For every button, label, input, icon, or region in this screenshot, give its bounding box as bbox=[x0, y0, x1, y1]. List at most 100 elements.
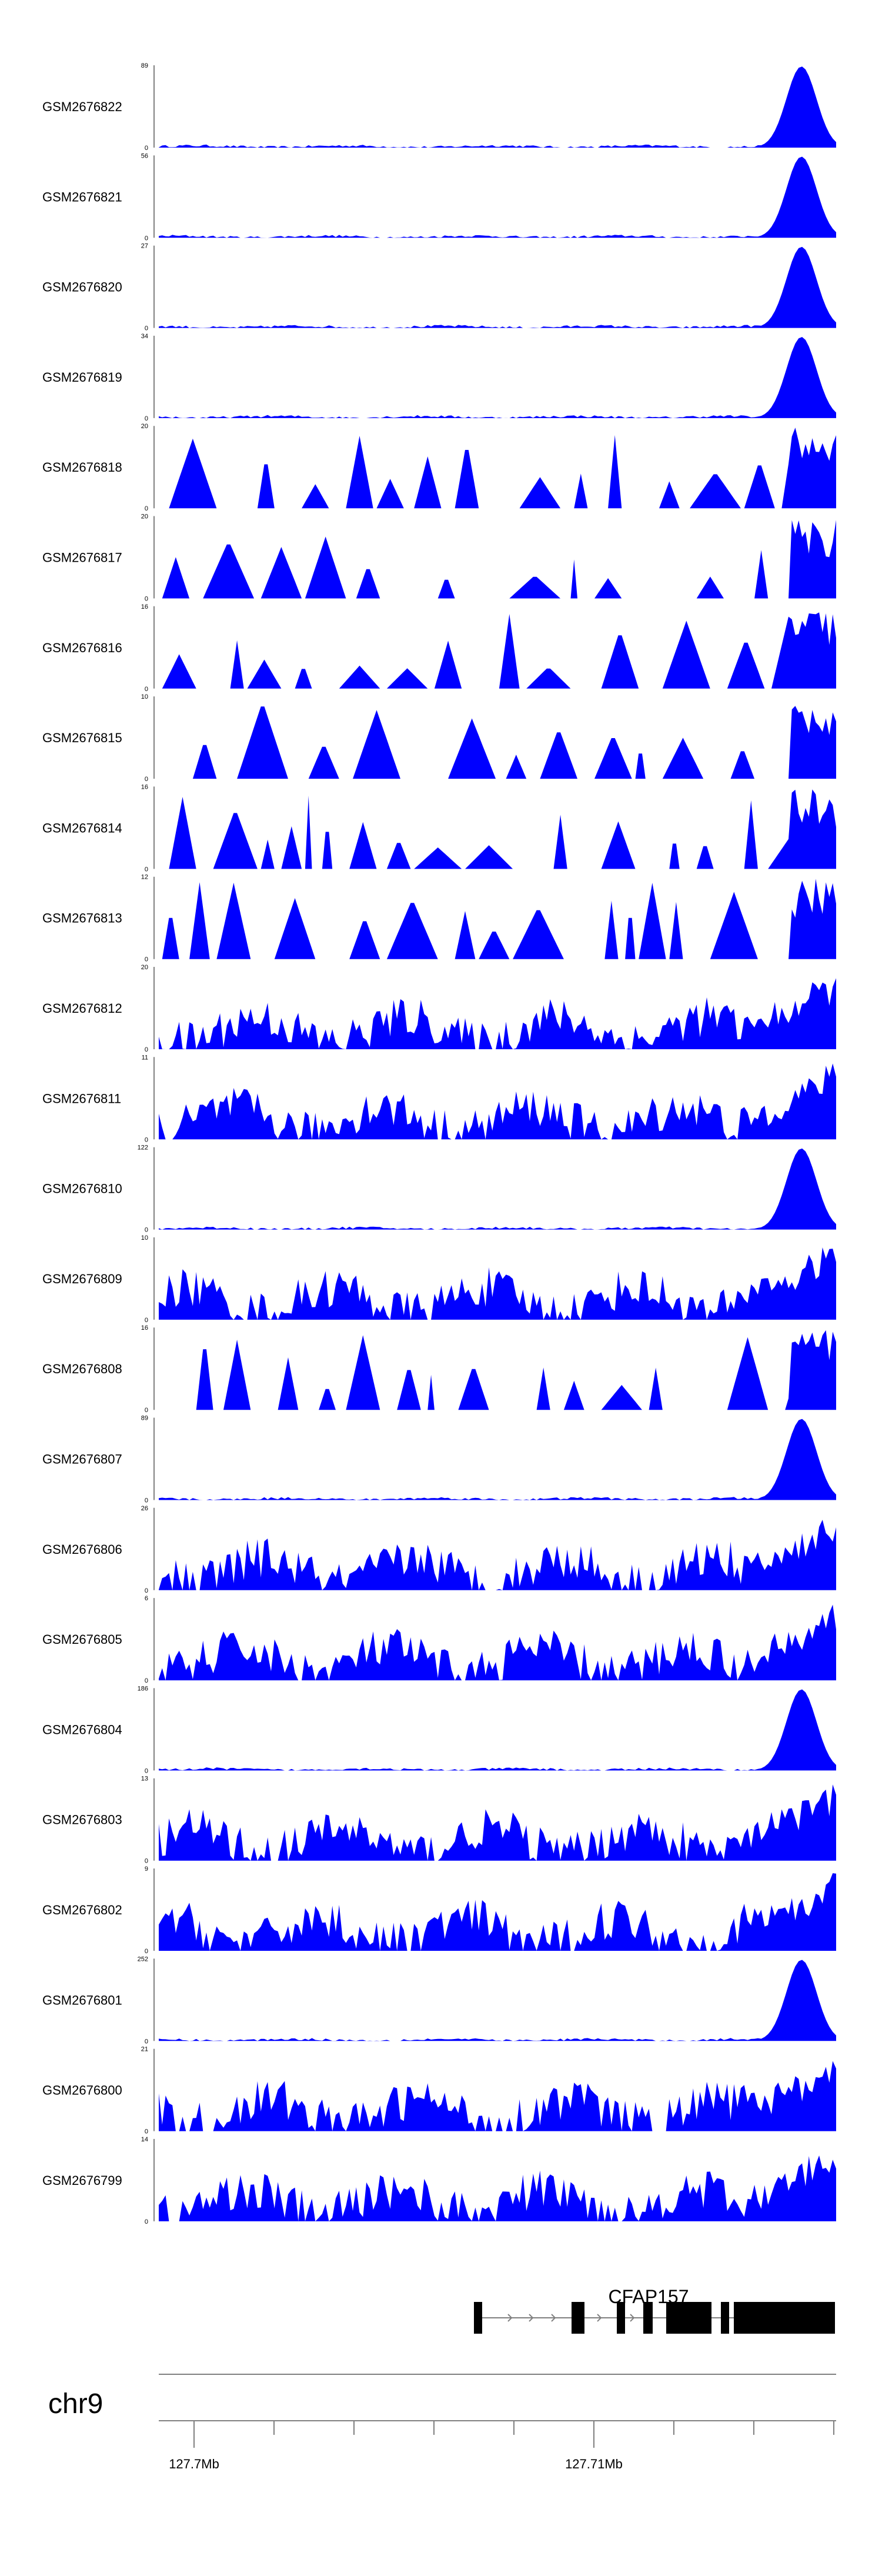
track-GSM2676822: GSM2676822 89 0 bbox=[42, 62, 836, 152]
track-name-GSM2676803: GSM2676803 bbox=[42, 1813, 122, 1827]
track-GSM2676803: GSM2676803 13 0 bbox=[42, 1776, 836, 1865]
track-ymin: 0 bbox=[145, 2218, 148, 2225]
track-ymin: 0 bbox=[145, 1317, 148, 1324]
track-name-GSM2676800: GSM2676800 bbox=[42, 2083, 122, 2098]
track-signal-GSM2676800 bbox=[159, 2061, 836, 2131]
exon-5 bbox=[700, 2302, 711, 2334]
track-ymax: 56 bbox=[141, 152, 148, 159]
track-name-GSM2676818: GSM2676818 bbox=[42, 460, 122, 475]
track-signal-GSM2676816 bbox=[159, 612, 836, 689]
track-ymax: 13 bbox=[141, 1776, 148, 1783]
track-name-GSM2676810: GSM2676810 bbox=[42, 1182, 122, 1196]
track-signal-GSM2676809 bbox=[159, 1247, 836, 1320]
track-GSM2676800: GSM2676800 21 0 bbox=[42, 2046, 836, 2135]
track-signal-GSM2676811 bbox=[159, 1063, 836, 1140]
track-ymax: 10 bbox=[141, 693, 148, 700]
track-name-GSM2676809: GSM2676809 bbox=[42, 1272, 122, 1286]
track-GSM2676805: GSM2676805 6 0 bbox=[42, 1595, 836, 1684]
track-GSM2676811: GSM2676811 11 0 bbox=[42, 1054, 836, 1143]
track-signal-GSM2676807 bbox=[159, 1419, 836, 1500]
track-GSM2676820: GSM2676820 27 0 bbox=[42, 243, 836, 332]
track-ymax: 186 bbox=[138, 1685, 148, 1692]
exon-utr bbox=[734, 2308, 835, 2328]
track-ymin: 0 bbox=[145, 776, 148, 783]
track-name-GSM2676801: GSM2676801 bbox=[42, 1993, 122, 2007]
track-signal-GSM2676802 bbox=[159, 1873, 836, 1951]
track-ymin: 0 bbox=[145, 686, 148, 693]
exon-3 bbox=[643, 2302, 653, 2334]
track-GSM2676818: GSM2676818 20 0 bbox=[42, 423, 836, 512]
track-name-GSM2676805: GSM2676805 bbox=[42, 1632, 122, 1647]
track-name-GSM2676814: GSM2676814 bbox=[42, 820, 122, 835]
track-signal-GSM2676815 bbox=[159, 706, 836, 779]
genome-axis: chr9 127.7Mb 127.71Mb bbox=[48, 2374, 836, 2471]
track-ymin: 0 bbox=[145, 1497, 148, 1504]
track-signal-GSM2676801 bbox=[159, 1960, 836, 2041]
track-name-GSM2676802: GSM2676802 bbox=[42, 1903, 122, 1917]
track-name-GSM2676820: GSM2676820 bbox=[42, 280, 122, 295]
track-ymax: 34 bbox=[141, 333, 148, 340]
track-signal-GSM2676820 bbox=[159, 246, 836, 328]
track-name-GSM2676804: GSM2676804 bbox=[42, 1722, 122, 1737]
track-ymax: 12 bbox=[141, 874, 148, 881]
track-GSM2676817: GSM2676817 20 0 bbox=[42, 513, 836, 603]
track-name-GSM2676806: GSM2676806 bbox=[42, 1542, 122, 1557]
track-ymin: 0 bbox=[145, 1407, 148, 1414]
track-ymax: 27 bbox=[141, 243, 148, 250]
strand-arrow-4 bbox=[630, 2314, 635, 2322]
strand-arrow-0 bbox=[507, 2314, 513, 2322]
track-name-GSM2676807: GSM2676807 bbox=[42, 1452, 122, 1467]
track-ymax: 252 bbox=[138, 1956, 148, 1963]
track-ymin: 0 bbox=[145, 1046, 148, 1053]
track-signal-GSM2676799 bbox=[159, 2155, 836, 2221]
track-ymin: 0 bbox=[145, 235, 148, 242]
track-signal-GSM2676805 bbox=[159, 1604, 836, 1681]
track-GSM2676799: GSM2676799 14 0 bbox=[42, 2136, 836, 2225]
strand-arrow-3 bbox=[597, 2314, 602, 2322]
track-GSM2676816: GSM2676816 16 0 bbox=[42, 603, 836, 693]
track-ymin: 0 bbox=[145, 1948, 148, 1955]
track-ymin: 0 bbox=[145, 866, 148, 873]
track-GSM2676821: GSM2676821 56 0 bbox=[42, 152, 836, 242]
track-signal-GSM2676821 bbox=[159, 156, 836, 238]
axis-ticks bbox=[193, 2421, 834, 2448]
track-signal-GSM2676818 bbox=[159, 428, 836, 509]
tick-label-127.71mb: 127.71Mb bbox=[565, 2457, 623, 2471]
track-GSM2676813: GSM2676813 12 0 bbox=[42, 874, 836, 963]
track-signal-GSM2676808 bbox=[159, 1330, 836, 1410]
gene-track: CFAP157 bbox=[474, 2286, 835, 2334]
track-GSM2676810: GSM2676810 122 0 bbox=[42, 1144, 836, 1234]
track-signal-GSM2676803 bbox=[159, 1784, 836, 1861]
track-signal-GSM2676819 bbox=[159, 337, 836, 418]
track-ymin: 0 bbox=[145, 1767, 148, 1774]
track-name-GSM2676815: GSM2676815 bbox=[42, 730, 122, 745]
track-name-GSM2676821: GSM2676821 bbox=[42, 189, 122, 204]
exon-2 bbox=[617, 2302, 625, 2334]
track-ymin: 0 bbox=[145, 956, 148, 963]
track-ymax: 16 bbox=[141, 1324, 148, 1332]
gene-model bbox=[474, 2302, 835, 2334]
track-ymax: 11 bbox=[142, 1054, 148, 1061]
track-GSM2676815: GSM2676815 10 0 bbox=[42, 693, 836, 783]
track-ymax: 122 bbox=[138, 1144, 148, 1152]
track-ymin: 0 bbox=[145, 145, 148, 152]
track-ymin: 0 bbox=[145, 1136, 148, 1143]
track-ymin: 0 bbox=[145, 1858, 148, 1865]
track-ymin: 0 bbox=[145, 596, 148, 603]
track-ymax: 20 bbox=[141, 423, 148, 430]
chromosome-label: chr9 bbox=[48, 2388, 103, 2420]
track-GSM2676801: GSM2676801 252 0 bbox=[42, 1956, 836, 2045]
track-ymax: 14 bbox=[141, 2136, 148, 2143]
track-ymax: 20 bbox=[141, 964, 148, 971]
track-name-GSM2676808: GSM2676808 bbox=[42, 1362, 122, 1376]
track-signal-GSM2676813 bbox=[159, 879, 836, 959]
track-name-GSM2676813: GSM2676813 bbox=[42, 911, 122, 926]
exon-0 bbox=[474, 2302, 482, 2334]
exon-1 bbox=[572, 2302, 584, 2334]
track-GSM2676819: GSM2676819 34 0 bbox=[42, 333, 836, 422]
track-ymin: 0 bbox=[145, 325, 148, 332]
exon-6 bbox=[721, 2302, 729, 2334]
track-ymin: 0 bbox=[145, 2038, 148, 2045]
track-ymax: 10 bbox=[141, 1234, 148, 1242]
track-ymin: 0 bbox=[145, 1677, 148, 1684]
